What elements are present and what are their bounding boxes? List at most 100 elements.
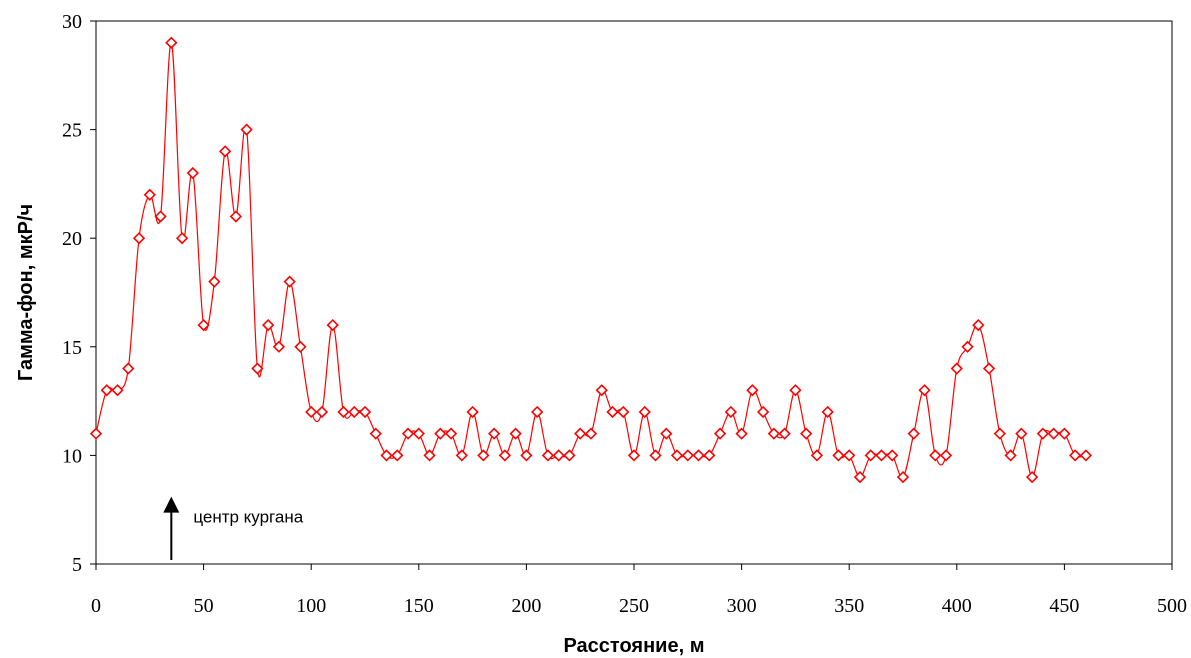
- data-point: [143, 188, 156, 201]
- data-point: [918, 384, 931, 397]
- x-tick-label: 150: [404, 595, 434, 617]
- data-point: [821, 405, 834, 419]
- data-point: [1069, 449, 1082, 462]
- data-point: [423, 449, 436, 462]
- x-tick-label: 200: [511, 595, 541, 617]
- data-point: [832, 449, 845, 462]
- y-tick-label: 25: [62, 120, 82, 142]
- series-line: [95, 42, 1087, 478]
- annotation-label: центр кургана: [193, 508, 303, 527]
- data-point: [412, 427, 425, 440]
- data-point: [767, 427, 781, 440]
- data-point: [864, 449, 877, 462]
- data-point: [358, 405, 372, 419]
- data-point: [660, 427, 673, 440]
- data-point: [638, 405, 651, 419]
- data-point: [692, 449, 705, 462]
- data-point: [111, 384, 124, 397]
- data-point: [186, 166, 199, 180]
- data-point: [789, 384, 802, 397]
- data-point: [1015, 427, 1028, 440]
- data-point: [1004, 449, 1017, 462]
- series-markers: [89, 36, 1093, 484]
- data-point: [197, 318, 210, 332]
- data-point: [487, 427, 501, 440]
- data-point: [1058, 427, 1071, 440]
- x-tick-label: 350: [834, 595, 864, 617]
- data-point: [563, 449, 576, 462]
- data-point: [982, 362, 996, 375]
- data-point: [229, 210, 243, 223]
- data-point: [175, 232, 189, 245]
- data-point: [552, 449, 565, 462]
- data-point: [574, 427, 587, 440]
- data-point: [810, 449, 824, 462]
- x-tick-label: 450: [1049, 595, 1079, 617]
- data-point: [122, 362, 135, 375]
- data-point: [939, 449, 953, 462]
- data-point: [531, 405, 544, 419]
- data-point: [681, 449, 694, 462]
- x-tick-label: 500: [1157, 595, 1187, 617]
- y-axis-title: Гамма-фон, мкР/ч: [15, 204, 37, 381]
- data-point: [907, 427, 920, 440]
- data-point: [670, 449, 684, 462]
- y-tick-label: 15: [62, 337, 82, 359]
- data-point: [466, 405, 479, 419]
- data-point: [401, 427, 415, 440]
- x-axis-title: Расстояние, м: [563, 635, 704, 657]
- data-point: [326, 318, 339, 332]
- annotation-arrow-head: [163, 496, 180, 513]
- data-point: [251, 362, 264, 375]
- data-point: [886, 449, 899, 462]
- data-point: [348, 405, 361, 419]
- data-point: [272, 340, 286, 353]
- data-point: [896, 470, 910, 484]
- data-point: [1079, 449, 1093, 462]
- data-point: [305, 405, 318, 419]
- data-point: [713, 427, 727, 440]
- ticks: 0 50 100 150 200 250 300 350 400 450 500 5 10 15 20 25 3…: [62, 11, 1187, 617]
- data-point: [262, 318, 275, 332]
- data-point: [606, 405, 619, 419]
- data-point: [391, 449, 404, 462]
- data-point: [477, 449, 490, 462]
- data-point: [434, 427, 447, 440]
- data-point: [89, 427, 103, 440]
- y-tick-label: 20: [62, 228, 82, 250]
- data-point: [240, 123, 253, 136]
- axes: [95, 20, 1173, 565]
- data-point: [1036, 427, 1050, 440]
- data-point: [595, 384, 608, 397]
- data-point: [380, 449, 393, 462]
- x-tick-label: 300: [727, 595, 757, 617]
- data-point: [853, 470, 867, 484]
- data-point: [337, 405, 350, 419]
- data-point: [509, 427, 522, 440]
- x-tick-label: 400: [942, 595, 972, 617]
- data-point: [703, 449, 716, 462]
- data-point: [218, 145, 232, 158]
- data-point: [498, 449, 512, 462]
- data-point: [315, 405, 329, 419]
- data-point: [746, 384, 759, 397]
- data-point: [584, 427, 598, 440]
- data-point: [961, 340, 974, 353]
- y-tick-label: 5: [72, 554, 82, 576]
- data-point: [993, 427, 1006, 440]
- data-point: [154, 210, 167, 223]
- data-point: [617, 405, 630, 419]
- data-point: [1025, 470, 1039, 484]
- x-tick-label: 0: [91, 595, 101, 617]
- data-point: [165, 36, 178, 49]
- data-point: [950, 362, 963, 375]
- data-point: [929, 449, 942, 462]
- data-point: [283, 275, 296, 288]
- data-point: [100, 384, 113, 397]
- data-point: [778, 427, 791, 440]
- data-point: [444, 427, 458, 440]
- data-point: [735, 427, 748, 440]
- data-point: [724, 405, 737, 419]
- data-point: [627, 449, 641, 462]
